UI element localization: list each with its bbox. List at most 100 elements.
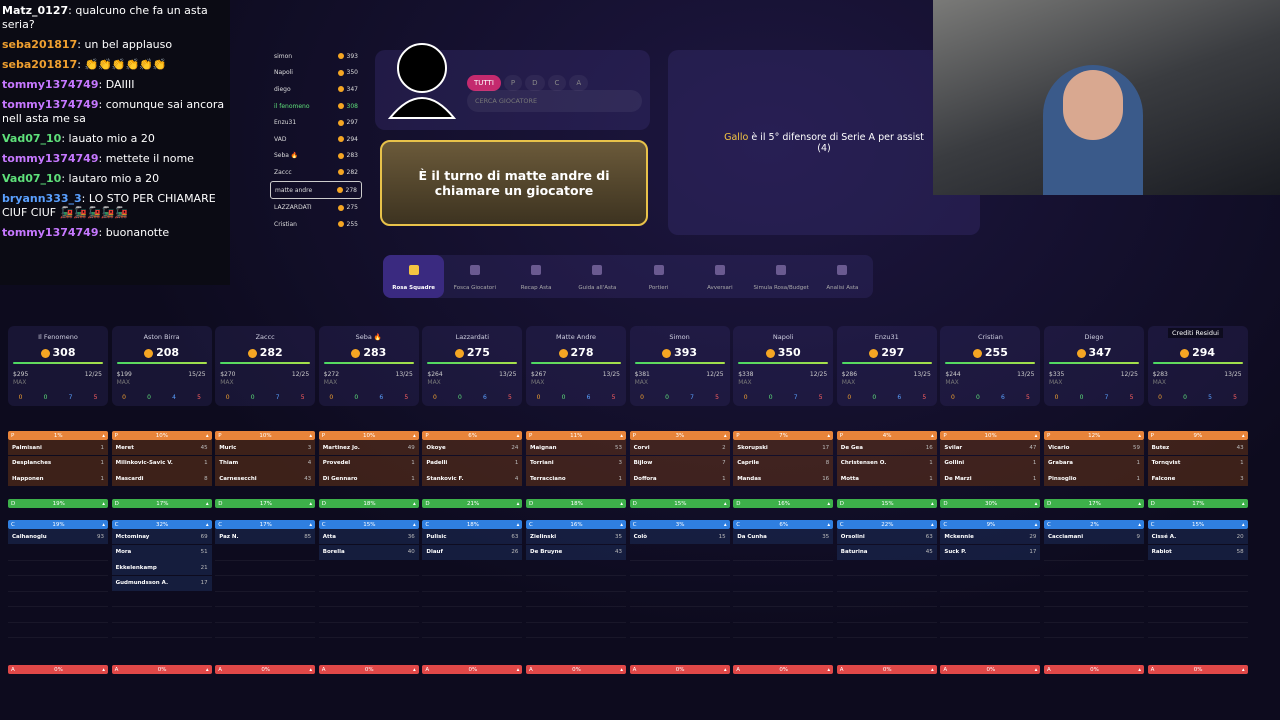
- credits: 283: [337, 152, 358, 159]
- role-count: 0: [872, 394, 877, 401]
- player-row[interactable]: Stankovic F. 4: [422, 471, 523, 486]
- player-row[interactable]: Mascardi 8: [111, 471, 212, 486]
- player-row[interactable]: Skorupski 17: [733, 440, 834, 455]
- player-row[interactable]: De Marzi 1: [940, 471, 1041, 486]
- player-row[interactable]: Terracciano 1: [526, 471, 626, 486]
- player-row[interactable]: Tornqvist 1: [1147, 455, 1248, 471]
- player-row[interactable]: Mckennie 29: [940, 529, 1041, 544]
- player-row[interactable]: Calhanoglu 93: [8, 529, 108, 544]
- player-row[interactable]: Desplanches 1: [8, 455, 108, 471]
- player-row[interactable]: Colò 15: [629, 529, 730, 544]
- player-row[interactable]: Di Gennaro 1: [318, 471, 419, 486]
- player-row[interactable]: Palmisani 1: [8, 440, 108, 455]
- filter-pill[interactable]: P: [503, 75, 523, 91]
- player-row[interactable]: Mandas 16: [733, 471, 834, 486]
- player-row[interactable]: Martinez Jo. 49: [318, 440, 419, 455]
- player-row[interactable]: Ekkelenkamp 21: [111, 560, 212, 575]
- coin-icon: [337, 169, 344, 176]
- player-row[interactable]: Cissé A. 20: [1147, 529, 1248, 544]
- player-row[interactable]: Muric 3: [215, 440, 316, 455]
- separator: :: [61, 172, 69, 185]
- player-row[interactable]: Paz N. 85: [215, 529, 316, 544]
- leaderboard-row: simon 393: [270, 48, 362, 65]
- player-row[interactable]: Milinkovic-Savic V. 1: [111, 455, 212, 471]
- search-box[interactable]: CERCA GIOCATORE: [467, 90, 642, 112]
- collapse-icon: ▴: [102, 521, 105, 528]
- tab[interactable]: Rosa Squadre: [383, 255, 445, 298]
- player-row[interactable]: Maignan 53: [526, 440, 626, 455]
- player-row[interactable]: Cacciamani 9: [1044, 529, 1144, 544]
- max-value: $286: [841, 371, 858, 378]
- player-row[interactable]: Da Cunha 35: [733, 529, 834, 544]
- player-row[interactable]: Corvi 2: [629, 440, 730, 455]
- player-row[interactable]: Provedel 1: [318, 455, 419, 471]
- collapse-icon: ▴: [516, 521, 520, 528]
- player-price: 29: [1029, 533, 1037, 540]
- role-header: A 0% ▴: [318, 665, 419, 674]
- player-price: 43: [615, 549, 622, 555]
- filter-pill[interactable]: D: [525, 75, 545, 91]
- role-letter: D: [632, 500, 637, 507]
- collapse-icon: ▴: [102, 500, 105, 507]
- player-price: 35: [822, 533, 830, 540]
- player-row[interactable]: Baturina 45: [836, 544, 937, 560]
- max-label: MAX: [13, 379, 27, 386]
- role-share: 6%: [779, 521, 789, 528]
- player-row[interactable]: Torriani 3: [526, 455, 626, 471]
- player-row[interactable]: Suck P. 17: [940, 544, 1041, 560]
- player-row[interactable]: Pinsoglio 1: [1044, 471, 1144, 486]
- player-row[interactable]: Gollini 1: [940, 455, 1041, 471]
- player-row[interactable]: Bijlow 7: [629, 455, 730, 471]
- player-row[interactable]: Rabiot 58: [1147, 544, 1248, 560]
- player-row[interactable]: Zielinski 35: [526, 529, 626, 544]
- tab[interactable]: Avversari: [689, 255, 750, 298]
- player-row[interactable]: Borella 40: [318, 544, 419, 560]
- coin-icon: [337, 53, 344, 60]
- player-row[interactable]: Falcone 3: [1147, 471, 1248, 486]
- tab[interactable]: Recap Asta: [506, 255, 567, 298]
- player-row[interactable]: Padelli 1: [422, 455, 523, 471]
- roster-count: 12/25: [706, 371, 724, 378]
- player-row[interactable]: Motta 1: [836, 471, 937, 486]
- player-row[interactable]: Happonen 1: [8, 471, 108, 486]
- max-value: $381: [634, 371, 650, 378]
- player-row[interactable]: Mora 51: [111, 544, 212, 560]
- player-row[interactable]: Pulisic 63: [422, 529, 523, 544]
- tab[interactable]: Analisi Asta: [812, 255, 873, 298]
- chat-text: buonanotte: [105, 226, 170, 239]
- tab[interactable]: Portieri: [628, 255, 689, 298]
- tab[interactable]: Fosca Giocatori: [444, 255, 505, 298]
- player-name: Bijlow: [633, 460, 653, 466]
- role-count: 0: [1158, 394, 1162, 401]
- chat-text: DAIIII: [105, 78, 135, 91]
- filter-pill[interactable]: A: [569, 75, 589, 91]
- collapse-icon: ▴: [620, 666, 623, 673]
- player-row[interactable]: Thiam 4: [215, 455, 316, 471]
- player-row[interactable]: De Gea 16: [836, 440, 937, 455]
- player-row[interactable]: De Bruyne 43: [526, 544, 626, 560]
- player-row[interactable]: Gudmundsson A. 17: [111, 575, 212, 591]
- player-row[interactable]: Christensen O. 1: [836, 455, 937, 471]
- player-name: Thiam: [219, 460, 239, 466]
- player-row[interactable]: Dlauf 26: [422, 544, 523, 560]
- player-row[interactable]: Meret 45: [111, 440, 212, 455]
- filter-pill[interactable]: TUTTI: [467, 75, 501, 91]
- player-row[interactable]: Caprile 8: [733, 455, 834, 471]
- player-row[interactable]: Orsolini 63: [836, 529, 937, 544]
- separator: :: [98, 152, 106, 165]
- player-row[interactable]: Doffora 1: [629, 471, 730, 486]
- player-row[interactable]: Carnesecchi 43: [215, 471, 316, 486]
- tab[interactable]: Simula Rosa/Budget: [751, 255, 812, 298]
- player-row[interactable]: Vicario 59: [1044, 440, 1144, 455]
- tab[interactable]: Guida all'Asta: [567, 255, 628, 298]
- player-row[interactable]: Svilar 47: [940, 440, 1041, 455]
- filter-pill[interactable]: C: [547, 75, 567, 91]
- role-letter: C: [1150, 521, 1155, 528]
- player-row[interactable]: Mctominay 69: [111, 529, 212, 544]
- player-row[interactable]: Butez 43: [1147, 440, 1248, 455]
- coin-icon: [337, 136, 344, 143]
- player-row[interactable]: Atta 36: [318, 529, 419, 544]
- player-row[interactable]: Okoye 24: [422, 440, 523, 455]
- player-row[interactable]: Grabara 1: [1044, 455, 1144, 471]
